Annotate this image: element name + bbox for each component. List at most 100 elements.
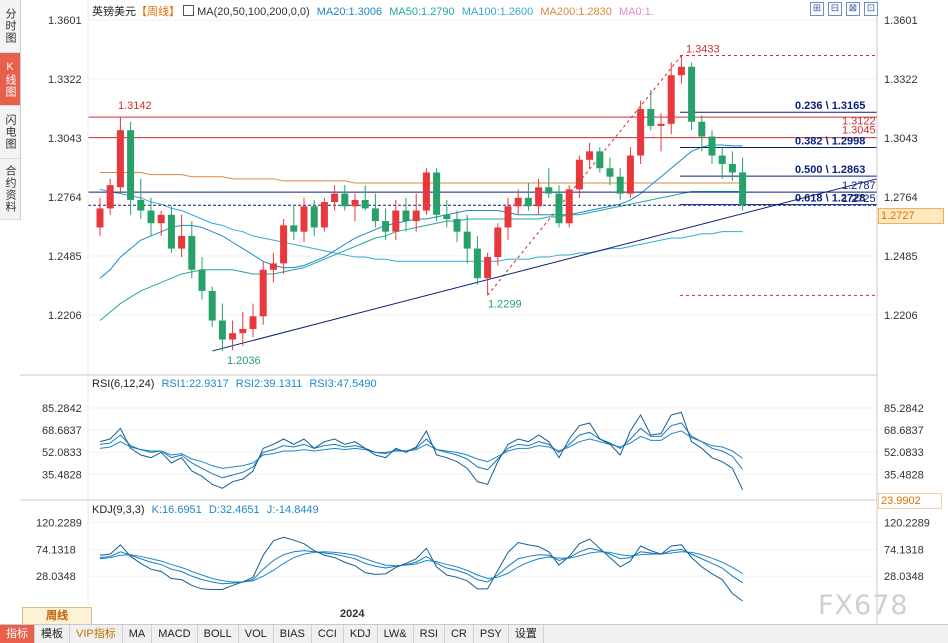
candle-body xyxy=(677,66,685,76)
trendline xyxy=(212,178,878,352)
kdj-k-value: K:16.6951 xyxy=(151,504,202,516)
candle-body xyxy=(626,155,634,194)
price-axis-tick-left: 1.2485 xyxy=(48,251,82,263)
candle-body xyxy=(259,269,267,317)
toolbar-tab-vip[interactable]: VIP指标 xyxy=(70,625,123,643)
candle-body xyxy=(586,151,594,160)
price-axis-tick-left: 1.2206 xyxy=(48,310,82,322)
kdj-k-line xyxy=(99,547,743,585)
rsi-axis-tick-right: 52.0833 xyxy=(884,447,924,459)
toolbar-tab-macd[interactable]: MACD xyxy=(152,625,198,643)
candle-body xyxy=(606,168,614,177)
toolbar-tab-kdj[interactable]: KDJ xyxy=(344,625,378,643)
swing-high-label: 1.3433 xyxy=(686,44,720,56)
window-control-4-icon[interactable]: ⊡ xyxy=(864,2,878,16)
candle-body xyxy=(239,328,247,334)
candle-body xyxy=(565,189,573,224)
toolbar-tab-lwr[interactable]: LW& xyxy=(378,625,414,643)
price-axis-tick-right: 1.2206 xyxy=(884,310,918,322)
candle-body xyxy=(300,206,308,232)
indicator-toolbar: 指标 模板 VIP指标 MA MACD BOLL VOL BIAS CCI KD… xyxy=(0,624,948,643)
candle-body xyxy=(178,235,186,249)
sidebar-tab-kline[interactable]: K线图 xyxy=(0,53,20,106)
candle-body xyxy=(137,199,145,211)
ma20-value: MA20:1.3006 xyxy=(316,6,383,18)
price-axis-tick-right: 1.3043 xyxy=(884,133,918,145)
candle-body xyxy=(382,221,390,232)
window-control-3-icon[interactable]: ⊠ xyxy=(846,2,860,16)
window-control-2-icon[interactable]: ⊟ xyxy=(828,2,842,16)
candle-body xyxy=(596,151,604,169)
kdj-axis-tick-right: 74.1318 xyxy=(884,544,924,556)
sidebar-tab-contract-info[interactable]: 合约资料 xyxy=(0,159,20,220)
candle-body xyxy=(718,155,726,165)
fib-level-label: 0.236 \ 1.3165 xyxy=(795,100,865,112)
level-2787-label: 1.2787 xyxy=(842,180,876,192)
rsi-header: RSI(6,12,24) RSI1:22.9317 RSI2:39.1311 R… xyxy=(92,378,377,390)
sidebar-tab-lightning[interactable]: 闪电图 xyxy=(0,106,20,159)
kdj-axis-tick-right: 28.0348 xyxy=(884,571,924,583)
ma200-value: MA200:1.2830 xyxy=(540,6,612,18)
kdj-d-value: D:32.4651 xyxy=(208,504,260,516)
candle-body xyxy=(524,197,532,207)
kdj-axis-tick-right: 120.2289 xyxy=(884,518,930,530)
kdj-d-line xyxy=(99,551,743,583)
candle-body xyxy=(637,109,645,156)
fib-level-label: 0.382 \ 1.2998 xyxy=(795,136,865,148)
rsi2-line xyxy=(99,422,743,479)
ma50-line xyxy=(99,191,743,321)
price-axis-tick-left: 1.2764 xyxy=(48,192,82,204)
candle-body xyxy=(463,231,471,249)
candle-body xyxy=(402,210,410,222)
rsi-axis-tick-left: 85.2842 xyxy=(42,403,82,415)
candle-body xyxy=(667,75,675,124)
toolbar-tab-cr[interactable]: CR xyxy=(445,625,474,643)
candle-body xyxy=(361,199,369,209)
ma100-line xyxy=(99,188,743,262)
kdj-axis-tick-left: 28.0348 xyxy=(36,571,76,583)
chart-header: 英镑美元【周线】 MA(20,50,100,200,0,0) MA20:1.30… xyxy=(92,3,654,19)
ma200-line xyxy=(100,171,743,184)
ma-settings-icon[interactable] xyxy=(183,5,195,16)
candle-body xyxy=(147,210,155,224)
candle-body xyxy=(229,333,237,340)
window-control-1-icon[interactable]: ⊞ xyxy=(810,2,824,16)
candle-body xyxy=(351,199,359,207)
toolbar-tab-boll[interactable]: BOLL xyxy=(198,625,239,643)
ma50-value: MA50:1.2790 xyxy=(389,6,455,18)
period-tab-weekly[interactable]: 周线 xyxy=(22,607,92,625)
candle-body xyxy=(739,172,747,205)
toolbar-tab-psy[interactable]: PSY xyxy=(474,625,509,643)
toolbar-tab-ma[interactable]: MA xyxy=(123,625,153,643)
candle-body xyxy=(555,193,563,224)
grid-lines xyxy=(88,19,877,577)
watermark: FX678 xyxy=(818,590,909,621)
kdj-panel: 120.2289 120.2289 74.1318 74.1318 28.0348 28.… xyxy=(36,518,930,602)
toolbar-tab-vol[interactable]: VOL xyxy=(239,625,274,643)
candle-body xyxy=(443,214,451,219)
candle-body xyxy=(310,206,318,228)
candle-body xyxy=(208,290,216,321)
toolbar-tab-cci[interactable]: CCI xyxy=(312,625,344,643)
level-lines xyxy=(88,55,878,352)
candle-body xyxy=(708,136,716,156)
level-3122-label: 1.3122 xyxy=(842,115,876,127)
candle-body xyxy=(392,210,400,232)
toolbar-tab-settings[interactable]: 设置 xyxy=(509,625,544,643)
candle-body xyxy=(545,187,553,194)
candle-body xyxy=(320,202,328,228)
candle-body xyxy=(688,66,696,122)
candle-body xyxy=(280,225,288,264)
price-axis-tick-right: 1.2485 xyxy=(884,251,918,263)
toolbar-tab-indicators[interactable]: 指标 xyxy=(0,625,35,643)
toolbar-tab-bias[interactable]: BIAS xyxy=(274,625,312,643)
kdj-header: KDJ(9,3,3) K:16.6951 D:32.4651 J:-14.844… xyxy=(92,504,319,516)
rsi-axis-tick-left: 52.0833 xyxy=(42,447,82,459)
candle-body xyxy=(331,193,339,203)
ma0-value: MA0:1. xyxy=(618,6,654,18)
sidebar-tab-timeshare[interactable]: 分时图 xyxy=(0,0,20,53)
period-label: 【周线】 xyxy=(136,6,180,18)
toolbar-tab-templates[interactable]: 模板 xyxy=(35,625,70,643)
toolbar-tab-rsi[interactable]: RSI xyxy=(414,625,445,643)
